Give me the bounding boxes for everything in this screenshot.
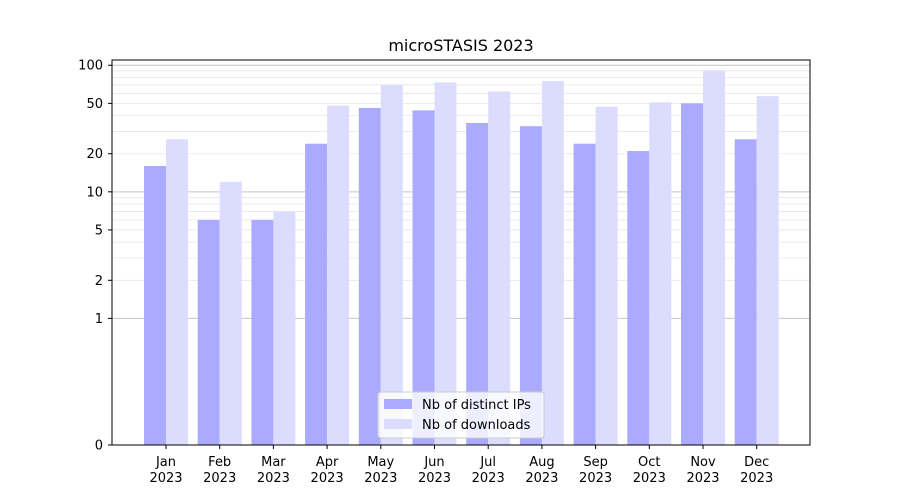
bar-downloads: [434, 82, 457, 445]
legend-swatch: [384, 399, 412, 409]
y-tick-label: 50: [86, 97, 103, 112]
x-tick-label: 2023: [633, 471, 666, 486]
x-tick-label: Dec: [744, 455, 769, 470]
bar-downloads: [380, 84, 403, 445]
x-tick-label: 2023: [364, 471, 397, 486]
x-tick-label: May: [367, 455, 394, 470]
bar-downloads: [756, 96, 779, 446]
x-tick-label: 2023: [257, 471, 290, 486]
x-tick-label: Feb: [208, 455, 231, 470]
chart-title: microSTASIS 2023: [388, 36, 533, 55]
x-tick-label: Apr: [316, 455, 339, 470]
legend-label: Nb of downloads: [422, 418, 531, 433]
bar-distinct-ips: [466, 122, 489, 445]
x-tick-label: 2023: [740, 471, 773, 486]
x-tick-label: Jun: [423, 455, 444, 470]
y-tick-label: 20: [86, 147, 103, 162]
bar-downloads: [488, 91, 511, 445]
x-tick-label: Sep: [583, 455, 608, 470]
bar-distinct-ips: [251, 219, 274, 445]
bar-downloads: [541, 81, 564, 445]
bar-distinct-ips: [681, 103, 703, 445]
bar-downloads: [595, 106, 618, 445]
x-tick-label: 2023: [149, 471, 182, 486]
bar-downloads: [327, 105, 350, 446]
bar-downloads: [703, 70, 725, 445]
bar-distinct-ips: [519, 126, 542, 446]
bar-downloads: [649, 102, 672, 445]
y-tick-label: 0: [95, 439, 103, 454]
bar-distinct-ips: [144, 165, 166, 446]
bar-distinct-ips: [305, 143, 328, 445]
x-tick-label: Mar: [261, 455, 286, 470]
bar-distinct-ips: [412, 110, 435, 445]
y-tick-label: 2: [95, 274, 103, 289]
x-tick-label: 2023: [686, 471, 719, 486]
y-tick-label: 100: [78, 59, 103, 74]
y-tick-label: 10: [86, 185, 103, 200]
y-tick-label: 5: [95, 223, 103, 238]
x-tick-label: 2023: [311, 471, 344, 486]
y-tick-label: 1: [95, 312, 103, 327]
x-tick-label: 2023: [525, 471, 558, 486]
bar-distinct-ips: [573, 143, 596, 445]
bar-distinct-ips: [358, 107, 381, 446]
x-tick-label: Oct: [638, 455, 660, 470]
x-tick-label: Aug: [529, 455, 554, 470]
x-tick-label: Jan: [155, 455, 176, 470]
x-tick-label: 2023: [418, 471, 451, 486]
bar-distinct-ips: [627, 151, 650, 445]
bar-distinct-ips: [197, 219, 220, 445]
x-tick-label: 2023: [472, 471, 505, 486]
legend-box: [377, 391, 545, 439]
bar-downloads: [273, 211, 296, 445]
x-tick-label: Nov: [690, 455, 716, 470]
bar-downloads: [166, 139, 188, 445]
x-tick-label: 2023: [203, 471, 236, 486]
x-tick-label: Jul: [479, 455, 496, 470]
x-tick-label: 2023: [579, 471, 612, 486]
bar-downloads: [219, 181, 242, 445]
plot-frame: [111, 59, 811, 446]
bar-distinct-ips: [734, 139, 757, 445]
legend-swatch: [384, 419, 412, 429]
legend-label: Nb of distinct IPs: [422, 398, 531, 413]
